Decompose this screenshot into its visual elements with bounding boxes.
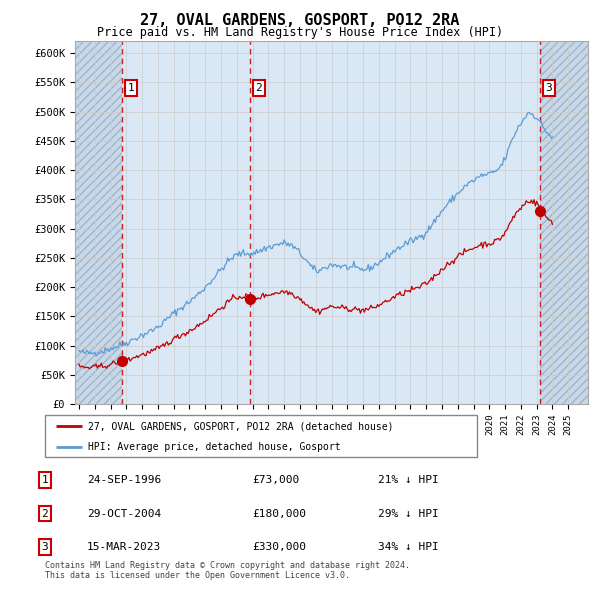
Text: 15-MAR-2023: 15-MAR-2023: [87, 542, 161, 552]
Text: 27, OVAL GARDENS, GOSPORT, PO12 2RA: 27, OVAL GARDENS, GOSPORT, PO12 2RA: [140, 13, 460, 28]
Text: 1: 1: [41, 475, 49, 485]
Text: 2: 2: [41, 509, 49, 519]
Text: 3: 3: [545, 83, 552, 93]
Text: 3: 3: [41, 542, 49, 552]
Text: 27, OVAL GARDENS, GOSPORT, PO12 2RA (detached house): 27, OVAL GARDENS, GOSPORT, PO12 2RA (det…: [88, 421, 394, 431]
Text: 34% ↓ HPI: 34% ↓ HPI: [378, 542, 439, 552]
Text: £73,000: £73,000: [252, 475, 299, 485]
Text: 21% ↓ HPI: 21% ↓ HPI: [378, 475, 439, 485]
Bar: [75, 41, 122, 404]
Text: HPI: Average price, detached house, Gosport: HPI: Average price, detached house, Gosp…: [88, 442, 341, 451]
Bar: [540, 41, 588, 404]
FancyBboxPatch shape: [45, 415, 477, 457]
Text: 2: 2: [256, 83, 262, 93]
Text: £180,000: £180,000: [252, 509, 306, 519]
Text: £330,000: £330,000: [252, 542, 306, 552]
Text: 29-OCT-2004: 29-OCT-2004: [87, 509, 161, 519]
Bar: [250, 41, 540, 404]
Text: 24-SEP-1996: 24-SEP-1996: [87, 475, 161, 485]
Bar: [122, 41, 250, 404]
Text: 1: 1: [128, 83, 134, 93]
Text: Price paid vs. HM Land Registry's House Price Index (HPI): Price paid vs. HM Land Registry's House …: [97, 26, 503, 39]
Text: 29% ↓ HPI: 29% ↓ HPI: [378, 509, 439, 519]
Text: Contains HM Land Registry data © Crown copyright and database right 2024.
This d: Contains HM Land Registry data © Crown c…: [45, 560, 410, 580]
